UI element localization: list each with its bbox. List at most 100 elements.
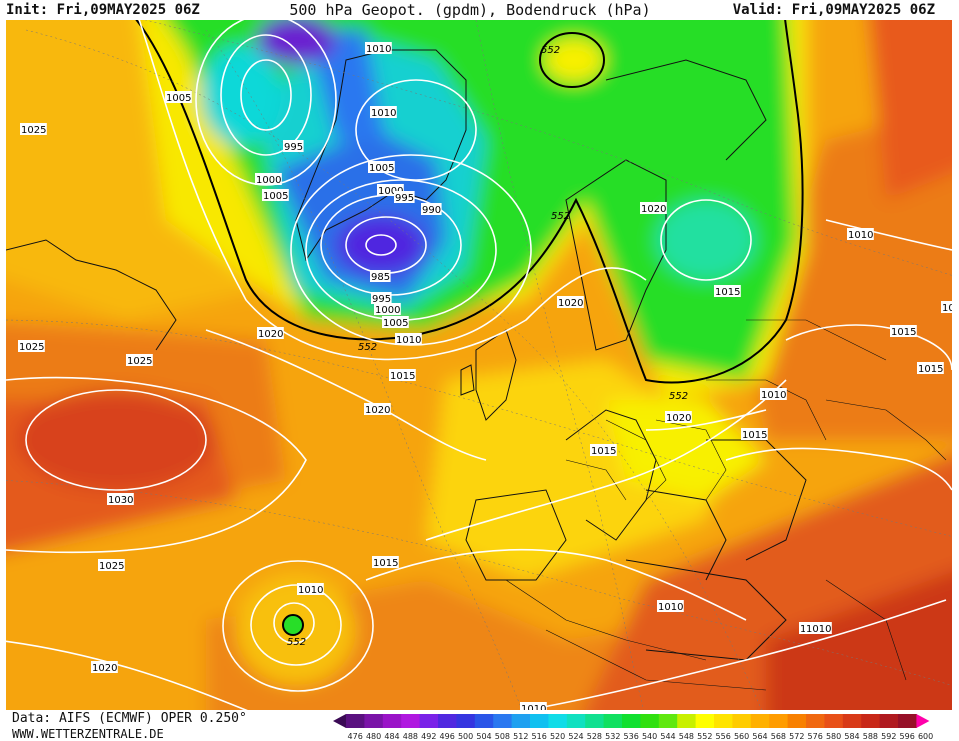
isobar-label: 1015: [741, 428, 768, 441]
colorbar-segment: [346, 714, 365, 728]
isobar-label: 995: [371, 292, 392, 305]
valid-time: Valid: Fri,09MAY2025 06Z: [732, 2, 935, 18]
colorbar-segment: [548, 714, 568, 728]
isobar-label: 1025: [18, 340, 45, 353]
colorbar-segment: [879, 714, 899, 728]
colorbar-segment: [787, 714, 807, 728]
isobar-label: 1010: [520, 702, 547, 710]
svg-text:552: 552: [669, 391, 688, 402]
colorbar-tick-label: 564: [752, 732, 767, 741]
svg-text:10: 10: [942, 303, 952, 314]
isobar-label: 1020: [640, 202, 667, 215]
map-header: Init: Fri,09MAY2025 06Z 500 hPa Geopot. …: [0, 0, 959, 20]
svg-text:1015: 1015: [742, 430, 767, 441]
isobar-label: 1020: [557, 296, 584, 309]
svg-text:995: 995: [395, 193, 414, 204]
svg-text:1010: 1010: [848, 230, 873, 241]
colorbar-tick-label: 532: [605, 732, 620, 741]
isobar-label: 1005: [165, 91, 192, 104]
colorbar-tick-label: 568: [771, 732, 786, 741]
svg-text:1000: 1000: [256, 175, 281, 186]
colorbar-tick-label: 516: [532, 732, 547, 741]
svg-text:552: 552: [551, 211, 570, 222]
isobar-label: 1015: [372, 556, 399, 569]
isobar-label: 1010: [805, 622, 832, 635]
geopotential-label: 552: [541, 45, 560, 56]
colorbar-segment: [474, 714, 494, 728]
colorbar-tick-label: 548: [679, 732, 694, 741]
geopotential-label: 552: [358, 342, 377, 353]
isobar-label: 1010: [847, 228, 874, 241]
isobar-label: 1000: [374, 303, 401, 316]
colorbar-segment: [382, 714, 402, 728]
svg-text:1005: 1005: [383, 318, 408, 329]
isobar-label: 1005: [262, 189, 289, 202]
svg-text:1020: 1020: [558, 298, 583, 309]
svg-text:1000: 1000: [375, 305, 400, 316]
svg-text:1010: 1010: [761, 390, 786, 401]
svg-text:1015: 1015: [373, 558, 398, 569]
svg-text:1025: 1025: [127, 356, 152, 367]
colorbar-segment: [842, 714, 862, 728]
colorbar-segment: [732, 714, 752, 728]
colorbar-segment: [695, 714, 715, 728]
isobar-label: 995: [283, 140, 304, 153]
svg-text:1010: 1010: [371, 108, 396, 119]
colorbar-segment: [364, 714, 384, 728]
colorbar-arrow-low: [333, 714, 346, 728]
svg-text:552: 552: [358, 342, 377, 353]
colorbar-tick-label: 560: [734, 732, 749, 741]
colorbar-tick-label: 576: [808, 732, 823, 741]
isobar-label: 1010: [370, 106, 397, 119]
colorbar-segment: [861, 714, 881, 728]
geopotential-label: 552: [287, 637, 306, 648]
svg-text:1005: 1005: [166, 93, 191, 104]
svg-text:1025: 1025: [19, 342, 44, 353]
svg-text:1010: 1010: [658, 602, 683, 613]
colorbar-segment: [438, 714, 457, 728]
svg-text:990: 990: [422, 205, 441, 216]
svg-text:1030: 1030: [108, 495, 133, 506]
isobar-label: 1010: [760, 388, 787, 401]
isobar-label: 1030: [107, 493, 134, 506]
colorbar-segment: [566, 714, 586, 728]
colorbar-tick-label: 496: [440, 732, 455, 741]
svg-text:1020: 1020: [365, 405, 390, 416]
colorbar-segment: [677, 714, 697, 728]
isobar-label: 990: [421, 203, 442, 216]
colorbar-segment: [493, 714, 513, 728]
colorbar-segment: [640, 714, 660, 728]
colorbar-tick-label: 580: [826, 732, 841, 741]
svg-text:1005: 1005: [263, 191, 288, 202]
isobar-label: 1015: [714, 285, 741, 298]
colorbar-tick-label: 540: [642, 732, 657, 741]
isobar-label: 1010: [365, 42, 392, 55]
isobar-label: 995: [394, 191, 415, 204]
colorbar-tick-label: 504: [476, 732, 491, 741]
svg-text:1015: 1015: [390, 371, 415, 382]
isobar-label: 1025: [126, 354, 153, 367]
contour-552: [135, 20, 804, 384]
colorbar-tick-label: 520: [550, 732, 565, 741]
colorbar-tick-label: 492: [421, 732, 436, 741]
colorbar-tick-label: 512: [513, 732, 528, 741]
svg-text:1020: 1020: [666, 413, 691, 424]
colorbar-tick-label: 500: [458, 732, 473, 741]
isobar-label: 1020: [91, 661, 118, 674]
colorbar-tick-label: 572: [789, 732, 804, 741]
colorbar-segment: [585, 714, 605, 728]
colorbar-tick-label: 536: [624, 732, 639, 741]
colorbar-segment: [622, 714, 641, 728]
colorbar-segment: [750, 714, 770, 728]
isobar-label: 1025: [20, 123, 47, 136]
svg-text:1020: 1020: [92, 663, 117, 674]
svg-text:1015: 1015: [591, 446, 616, 457]
isobar-label: 1000: [255, 173, 282, 186]
website: WWW.WETTERZENTRALE.DE: [12, 727, 164, 741]
colorbar-tick-label: 476: [348, 732, 363, 741]
colorbar-segment: [714, 714, 733, 728]
colorbar-tick-label: 528: [587, 732, 602, 741]
isobar-label: 1025: [98, 559, 125, 572]
isobar-label: 1015: [917, 362, 944, 375]
